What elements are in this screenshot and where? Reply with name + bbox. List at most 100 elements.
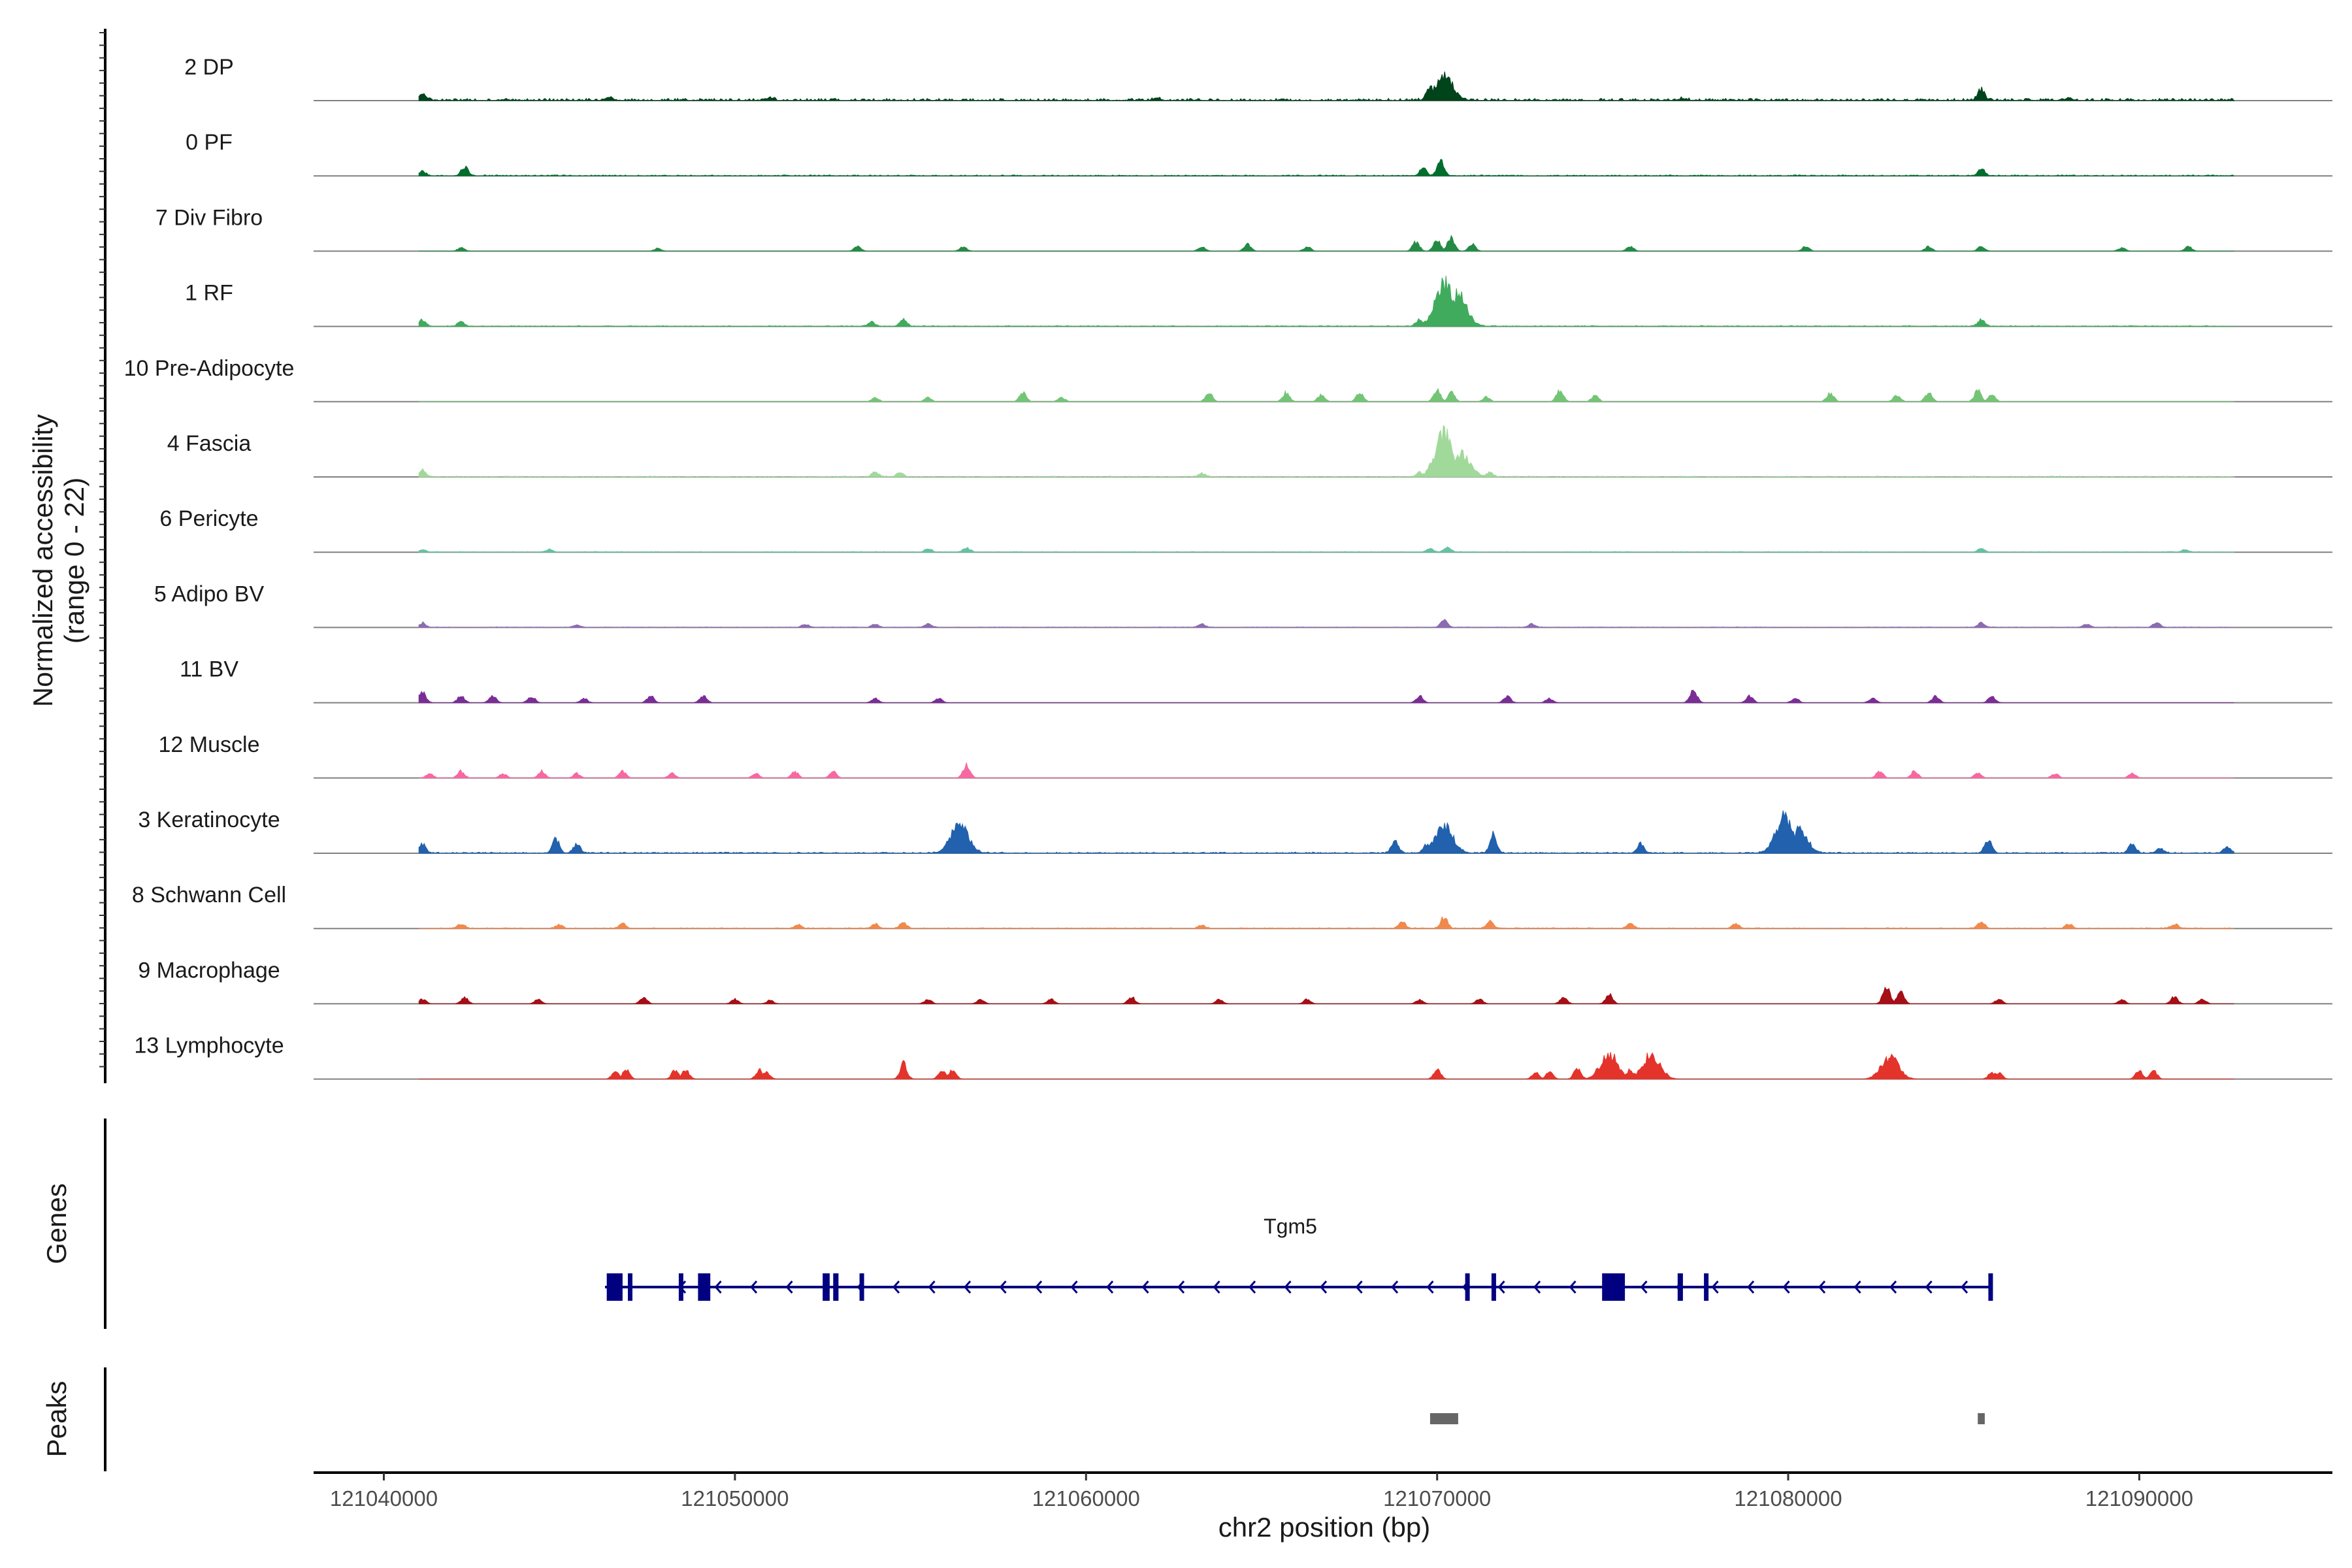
strand-arrow [1355,1281,1363,1294]
coverage-area [419,387,2234,402]
gene-track: Tgm5 [605,1215,1993,1301]
peak-region [1978,1413,1985,1424]
track-8-schwann-cell: 8 Schwann Cell [132,883,2332,930]
x-axis: 121040000 121050000 121060000 121070000 1210… [314,1471,2332,1543]
track-2-dp: 2 DP [184,55,2332,101]
track-0-pf: 0 PF [186,130,2332,177]
coverage-y-axis-title-line-1: Normalized accessibility [27,414,58,707]
coverage-area [419,1052,2234,1080]
strand-arrow [1320,1281,1328,1294]
gene-exon [1465,1273,1470,1301]
left-axes: Normalized accessibility (range 0 - 22) … [27,29,106,1471]
track-label: 2 DP [184,55,234,80]
track-label: 5 Adipo BV [154,581,265,606]
track-10-pre-adipocyte: 10 Pre-Adipocyte [124,356,2332,402]
coverage-y-axis-title-line-2: (range 0 - 22) [59,478,90,644]
peaks-axis-title: Peaks [41,1381,72,1458]
coverage-area [418,275,2234,327]
coverage-area [418,546,2235,553]
track-1-rf: 1 RF [185,275,2332,327]
strand-arrow [1035,1281,1043,1294]
gene-exon [628,1273,632,1301]
strand-arrow [1854,1281,1861,1294]
gene-exon [1677,1273,1683,1301]
strand-arrow [1070,1281,1078,1294]
track-label: 12 Muscle [159,732,260,757]
strand-arrow [1284,1281,1292,1294]
strand-arrow [1818,1281,1826,1294]
coverage-tracks: 2 DP 0 PF 7 Div Fibro 1 RF 10 Pre-Adipocyte 4… [124,55,2332,1080]
strand-arrow [750,1281,758,1294]
gene-exon [1491,1273,1496,1301]
track-label: 1 RF [185,281,233,306]
strand-arrow [1391,1281,1399,1294]
x-tick-label: 121080000 [1734,1486,1842,1511]
strand-arrow [999,1281,1007,1294]
strand-arrow [1249,1281,1256,1294]
strand-arrow [964,1281,972,1294]
coverage-area [418,159,2234,176]
strand-arrow [892,1281,900,1294]
gene-name-label: Tgm5 [1264,1215,1317,1238]
gene-exon [833,1273,839,1301]
track-label: 9 Macrophage [138,958,280,983]
strand-arrow [1889,1281,1897,1294]
track-label: 0 PF [186,130,233,155]
strand-arrow [1961,1281,1968,1294]
gene-exon [1988,1273,1993,1301]
strand-arrow [1213,1281,1220,1294]
coverage-area [418,619,2234,628]
coverage-area [418,71,2235,101]
strand-arrow [1497,1281,1505,1294]
gene-exon [823,1273,830,1301]
x-tick-label: 121090000 [2085,1486,2193,1511]
strand-arrow [1533,1281,1541,1294]
strand-arrow [714,1281,722,1294]
gene-exon [859,1273,864,1301]
track-3-keratinocyte: 3 Keratinocyte [138,808,2332,854]
strand-arrow [785,1281,793,1294]
x-tick-label: 121060000 [1032,1486,1140,1511]
peak-region [1429,1413,1458,1424]
track-9-macrophage: 9 Macrophage [138,958,2332,1005]
track-label: 13 Lymphocyte [134,1034,284,1058]
strand-arrow [1141,1281,1149,1294]
track-11-bv: 11 BV [180,657,2332,704]
coverage-area [419,762,2234,779]
track-label: 8 Schwann Cell [132,883,286,907]
gene-model [605,1273,1993,1301]
track-label: 3 Keratinocyte [138,808,280,832]
strand-arrow [1747,1281,1755,1294]
coverage-area [419,915,2234,929]
track-13-lymphocyte: 13 Lymphocyte [134,1034,2332,1080]
x-axis-ticks: 121040000 121050000 121060000 121070000 1210… [330,1473,2193,1511]
strand-arrow [1569,1281,1576,1294]
coverage-area [418,986,2234,1004]
coverage-area [418,689,2234,704]
track-6-pericyte: 6 Pericyte [159,506,2332,553]
strand-arrow [1640,1281,1648,1294]
gene-exon [698,1273,711,1301]
x-tick-label: 121070000 [1383,1486,1491,1511]
strand-arrow [1426,1281,1434,1294]
genes-axis-title: Genes [41,1183,72,1264]
track-4-fascia: 4 Fascia [167,425,2332,478]
x-tick-label: 121050000 [681,1486,789,1511]
track-label: 4 Fascia [167,431,252,456]
coverage-area [418,425,2236,478]
track-12-muscle: 12 Muscle [159,732,2332,779]
coverage-area [418,810,2235,854]
strand-arrow [1782,1281,1790,1294]
peak-track [1429,1413,1985,1424]
strand-arrow [1925,1281,1933,1294]
coverage-y-ticks [99,32,105,1068]
coverage-area [419,235,2234,252]
gene-exon [678,1273,683,1301]
gene-exon [1704,1273,1709,1301]
track-label: 11 BV [180,657,238,682]
strand-arrow [1711,1281,1719,1294]
strand-arrow [1177,1281,1185,1294]
track-label: 7 Div Fibro [155,205,263,230]
gene-exon [1602,1273,1625,1301]
